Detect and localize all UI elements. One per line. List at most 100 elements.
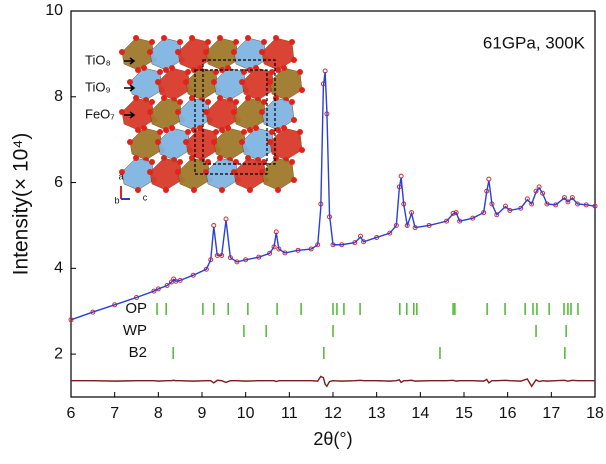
- atom: [281, 65, 287, 71]
- atom: [239, 79, 245, 85]
- atom: [281, 125, 287, 131]
- chart: TiO₈TiO₉FeO₇abc 61GPa, 300K 2θ(°) Intens…: [0, 0, 606, 459]
- atom: [233, 99, 239, 105]
- x-tick-label: 16: [499, 405, 517, 422]
- atom: [269, 69, 275, 75]
- atom: [273, 95, 279, 101]
- atom: [291, 117, 297, 123]
- atom: [135, 187, 141, 193]
- x-tick-label: 14: [411, 405, 429, 422]
- y-tick-label: 8: [54, 88, 63, 105]
- inset-axis-label: a: [118, 171, 123, 181]
- atom: [225, 125, 231, 131]
- atom: [141, 65, 147, 71]
- atom: [127, 139, 133, 145]
- inset-axis-label: b: [114, 195, 119, 205]
- atom: [291, 177, 297, 183]
- atom: [185, 129, 191, 135]
- atom: [147, 169, 153, 175]
- atom: [133, 95, 139, 101]
- atom: [211, 79, 217, 85]
- atom: [161, 35, 167, 41]
- x-tick-label: 17: [542, 405, 560, 422]
- atom: [299, 87, 305, 93]
- x-tick-label: 9: [198, 405, 207, 422]
- atom: [161, 95, 167, 101]
- atom: [211, 139, 217, 145]
- inset-axis-label: c: [143, 192, 148, 202]
- atom: [253, 125, 259, 131]
- plot-frame: [71, 11, 595, 397]
- atom: [133, 155, 139, 161]
- atom: [155, 139, 161, 145]
- y-tick-label: 6: [54, 174, 63, 191]
- x-tick-label: 13: [368, 405, 386, 422]
- atom: [119, 49, 125, 55]
- atom: [275, 187, 281, 193]
- atom: [149, 159, 155, 165]
- atom: [197, 125, 203, 131]
- atom: [133, 35, 139, 41]
- x-tick-label: 15: [455, 405, 473, 422]
- atom: [259, 109, 265, 115]
- x-tick-label: 12: [324, 405, 342, 422]
- reflection-label: B2: [129, 344, 147, 361]
- atom: [147, 109, 153, 115]
- atom: [261, 39, 267, 45]
- atom: [289, 159, 295, 165]
- atom: [261, 99, 267, 105]
- atom: [291, 57, 297, 63]
- atom: [231, 109, 237, 115]
- atom: [189, 95, 195, 101]
- atom: [141, 125, 147, 131]
- atom: [119, 109, 125, 115]
- atom: [217, 95, 223, 101]
- atom: [149, 99, 155, 105]
- atom: [169, 65, 175, 71]
- atom: [273, 35, 279, 41]
- atom: [189, 35, 195, 41]
- atom: [231, 49, 237, 55]
- atom: [269, 129, 275, 135]
- atom: [273, 155, 279, 161]
- atom: [157, 129, 163, 135]
- atom: [297, 69, 303, 75]
- atom: [205, 39, 211, 45]
- atom: [203, 49, 209, 55]
- atom: [299, 147, 305, 153]
- atom: [185, 69, 191, 75]
- atom: [297, 129, 303, 135]
- inset-label: TiO₉: [85, 79, 111, 94]
- atom: [289, 39, 295, 45]
- atom: [247, 187, 253, 193]
- x-tick-label: 10: [237, 405, 255, 422]
- reflection-label: OP: [125, 300, 147, 317]
- atom: [175, 49, 181, 55]
- atom: [259, 49, 265, 55]
- atom: [157, 69, 163, 75]
- crystal-inset: TiO₈ TiO₉ FeO₇ a b c: [85, 35, 305, 205]
- atom: [245, 95, 251, 101]
- x-tick-label: 6: [67, 405, 76, 422]
- reflection-label: WP: [123, 322, 147, 339]
- atom: [163, 187, 169, 193]
- atom: [177, 159, 183, 165]
- atom: [175, 109, 181, 115]
- y-axis-label: Intensity(× 10⁴): [10, 133, 33, 276]
- atom: [245, 35, 251, 41]
- inset-label: TiO₈: [85, 52, 111, 67]
- atom: [217, 35, 223, 41]
- inset-label: FeO₇: [85, 106, 115, 121]
- x-tick-label: 8: [154, 405, 163, 422]
- atom: [239, 139, 245, 145]
- x-tick-label: 11: [281, 405, 298, 422]
- atom: [175, 169, 181, 175]
- x-tick-label: 18: [586, 405, 604, 422]
- atom: [267, 139, 273, 145]
- atom: [147, 49, 153, 55]
- atom: [191, 187, 197, 193]
- y-tick-label: 10: [45, 2, 63, 19]
- atom: [155, 79, 161, 85]
- y-tick-label: 4: [54, 260, 63, 277]
- x-axis-label: 2θ(°): [313, 429, 352, 449]
